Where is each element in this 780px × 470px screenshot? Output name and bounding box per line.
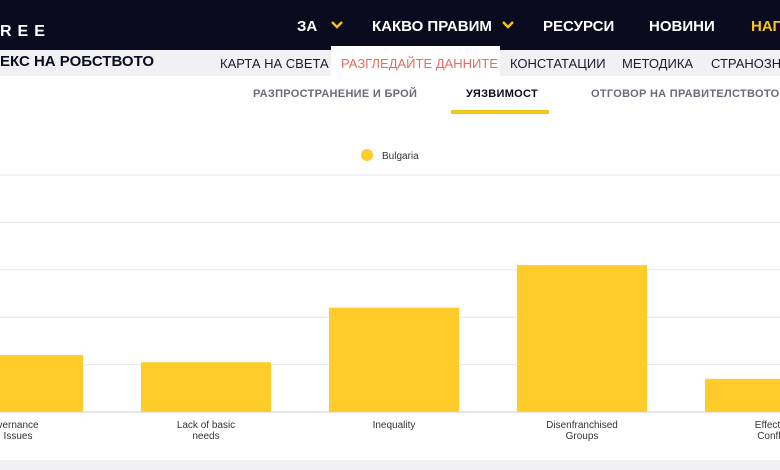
- footer-strip: [0, 460, 780, 470]
- bar-inequality[interactable]: [329, 307, 459, 412]
- subnav-findings[interactable]: КОНСТАТАЦИИ: [510, 56, 606, 71]
- subnav-world-map[interactable]: КАРТА НА СВЕТА: [220, 56, 329, 71]
- tab-vulnerability[interactable]: УЯЗВИМОСТ: [466, 88, 539, 100]
- subnav-country[interactable]: СТРАНОЗНА: [711, 56, 780, 71]
- category-label: Disenfranchised: [546, 420, 618, 431]
- active-tab-indicator: [451, 110, 549, 114]
- category-label: vernance: [0, 420, 39, 431]
- nav-item-resources[interactable]: РЕСУРСИ: [543, 18, 615, 35]
- category-label: Lack of basic: [177, 420, 235, 431]
- legend-label-bulgaria[interactable]: Bulgaria: [382, 151, 419, 162]
- bar-governance-issues[interactable]: [0, 355, 83, 412]
- category-label: Issues: [4, 431, 33, 442]
- site-logo[interactable]: REE: [0, 23, 51, 40]
- subnav-methodology[interactable]: МЕТОДИКА: [622, 56, 694, 71]
- category-label: Inequality: [373, 420, 416, 431]
- index-title[interactable]: ЕКС НА РОБСТВОТО: [0, 53, 155, 70]
- bars: [0, 265, 780, 412]
- top-navigation-bar: REE ЗА КАКВО ПРАВИМ РЕСУРСИ НОВИНИ НАП: [0, 0, 780, 50]
- bar-effects-of-conflict[interactable]: [705, 378, 780, 412]
- legend-swatch: [361, 149, 373, 161]
- legend: Bulgaria: [361, 149, 419, 162]
- nav-item-news[interactable]: НОВИНИ: [649, 18, 715, 35]
- category-label: Effects: [755, 420, 780, 431]
- bar-lack-of-basic-needs[interactable]: [141, 362, 271, 412]
- sub-nav-active-background: [331, 46, 500, 76]
- tab-government-response[interactable]: ОТГОВОР НА ПРАВИТЕЛСТВОТО: [591, 88, 780, 100]
- category-label: Groups: [566, 431, 599, 442]
- nav-item-about[interactable]: ЗА: [297, 18, 318, 35]
- bar-disenfranchised-groups[interactable]: [517, 265, 647, 412]
- category-label: Confli: [757, 431, 780, 442]
- chevron-down-icon[interactable]: [330, 19, 344, 31]
- chevron-down-icon[interactable]: [501, 19, 515, 31]
- tab-prevalence[interactable]: РАЗПРОСТРАНЕНИЕ И БРОЙ: [253, 88, 418, 100]
- nav-item-what-we-do[interactable]: КАКВО ПРАВИМ: [372, 18, 492, 35]
- category-label: needs: [192, 431, 219, 442]
- nav-item-cta[interactable]: НАП: [751, 18, 780, 35]
- subnav-explore-data[interactable]: РАЗГЛЕДАЙТЕ ДАННИТЕ: [341, 56, 498, 71]
